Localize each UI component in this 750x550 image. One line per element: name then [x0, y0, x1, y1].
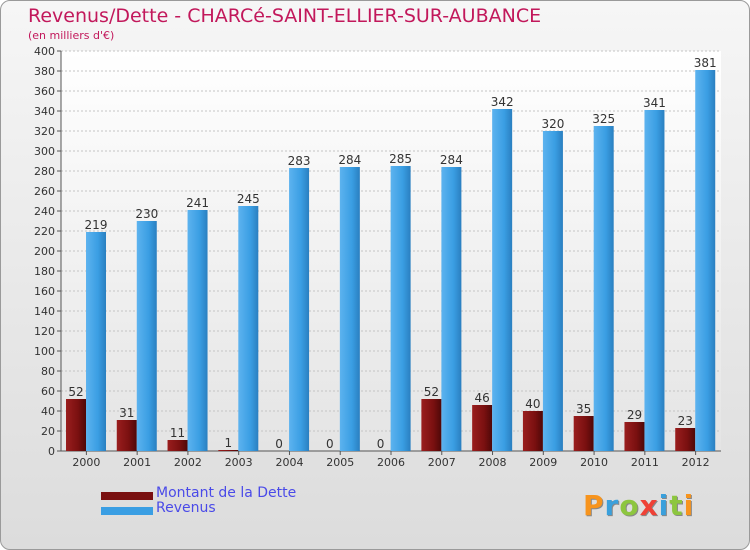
y-tick-label: 340: [34, 105, 55, 118]
data-label-dette: 40: [525, 397, 540, 411]
x-tick-label: 2006: [377, 456, 405, 469]
x-tick-label: 2000: [72, 456, 100, 469]
data-label-revenus: 245: [237, 192, 260, 206]
y-tick-label: 60: [41, 385, 55, 398]
bar-revenus: [593, 126, 614, 451]
data-label-dette: 0: [377, 437, 385, 451]
logo-letter: x: [639, 489, 659, 522]
data-label-dette: 52: [68, 385, 83, 399]
data-label-revenus: 241: [186, 196, 209, 210]
bar-revenus: [136, 221, 157, 451]
legend-label-revenus: Revenus: [156, 500, 216, 516]
y-tick-label: 200: [34, 245, 55, 258]
logo-letter: o: [619, 489, 640, 522]
y-tick-label: 220: [34, 225, 55, 238]
y-tick-label: 280: [34, 165, 55, 178]
y-tick-label: 120: [34, 325, 55, 338]
y-tick-label: 240: [34, 205, 55, 218]
y-tick-label: 20: [41, 425, 55, 438]
y-tick-label: 180: [34, 265, 55, 278]
y-tick-label: 380: [34, 65, 55, 78]
data-label-dette: 35: [576, 402, 591, 416]
legend-swatch-revenus: [101, 507, 153, 515]
bar-revenus: [441, 167, 462, 451]
bar-revenus: [238, 206, 259, 451]
x-tick-label: 2012: [682, 456, 710, 469]
y-tick-label: 160: [34, 285, 55, 298]
data-label-dette: 23: [678, 414, 693, 428]
logo-letter: t: [669, 489, 684, 522]
data-label-dette: 46: [475, 391, 490, 405]
bar-dette: [167, 440, 188, 451]
bar-dette: [573, 416, 594, 451]
logo-letter: i: [683, 489, 695, 522]
data-label-revenus: 325: [592, 112, 615, 126]
bar-revenus: [187, 210, 208, 451]
y-tick-label: 100: [34, 345, 55, 358]
logo-letter: P: [583, 489, 605, 522]
bar-dette: [116, 420, 137, 451]
y-tick-label: 0: [48, 445, 55, 458]
x-tick-label: 2005: [326, 456, 354, 469]
bar-revenus: [339, 167, 360, 451]
data-label-revenus: 285: [389, 152, 412, 166]
x-tick-label: 2008: [479, 456, 507, 469]
proxiti-logo: Proxiti: [583, 489, 694, 522]
data-label-revenus: 283: [288, 154, 311, 168]
legend-swatch-dette: [101, 492, 153, 500]
data-label-dette: 52: [424, 385, 439, 399]
bar-revenus: [695, 70, 716, 451]
x-tick-label: 2002: [174, 456, 202, 469]
bar-revenus: [542, 131, 563, 451]
chart-subtitle: (en milliers d'€): [28, 29, 115, 42]
data-label-dette: 1: [224, 436, 232, 450]
data-label-revenus: 230: [135, 207, 158, 221]
data-label-revenus: 341: [643, 96, 666, 110]
x-tick-label: 2007: [428, 456, 456, 469]
bar-dette: [472, 405, 493, 451]
y-tick-label: 140: [34, 305, 55, 318]
legend-label-dette: Montant de la Dette: [156, 485, 297, 501]
bar-dette: [522, 411, 543, 451]
bar-dette: [675, 428, 696, 451]
data-label-revenus: 342: [491, 95, 514, 109]
bar-revenus: [492, 109, 513, 451]
data-label-revenus: 320: [541, 117, 564, 131]
y-tick-label: 400: [34, 45, 55, 58]
bar-revenus: [644, 110, 665, 451]
bar-revenus: [390, 166, 411, 451]
y-tick-label: 80: [41, 365, 55, 378]
chart-title: Revenus/Dette - CHARCé-SAINT-ELLIER-SUR-…: [28, 5, 542, 27]
data-label-revenus: 381: [694, 56, 717, 70]
x-tick-label: 2004: [275, 456, 303, 469]
bar-dette: [66, 399, 86, 451]
data-label-dette: 0: [326, 437, 334, 451]
bar-revenus: [86, 232, 106, 451]
data-label-revenus: 219: [85, 218, 108, 232]
bar-dette: [218, 450, 239, 451]
x-tick-label: 2010: [580, 456, 608, 469]
y-tick-label: 300: [34, 145, 55, 158]
data-label-dette: 31: [119, 406, 134, 420]
y-tick-label: 360: [34, 85, 55, 98]
x-tick-label: 2003: [225, 456, 253, 469]
bar-revenus: [289, 168, 310, 451]
data-label-revenus: 284: [338, 153, 361, 167]
x-tick-label: 2011: [631, 456, 659, 469]
data-label-revenus: 284: [440, 153, 463, 167]
x-tick-label: 2009: [529, 456, 557, 469]
logo-letter: i: [658, 489, 670, 522]
data-label-dette: 11: [170, 426, 185, 440]
bar-dette: [624, 422, 645, 451]
y-tick-label: 260: [34, 185, 55, 198]
data-label-dette: 0: [275, 437, 283, 451]
data-label-dette: 29: [627, 408, 642, 422]
bar-dette: [421, 399, 442, 451]
x-tick-label: 2001: [123, 456, 151, 469]
y-tick-label: 40: [41, 405, 55, 418]
y-tick-label: 320: [34, 125, 55, 138]
logo-letter: r: [604, 489, 620, 522]
